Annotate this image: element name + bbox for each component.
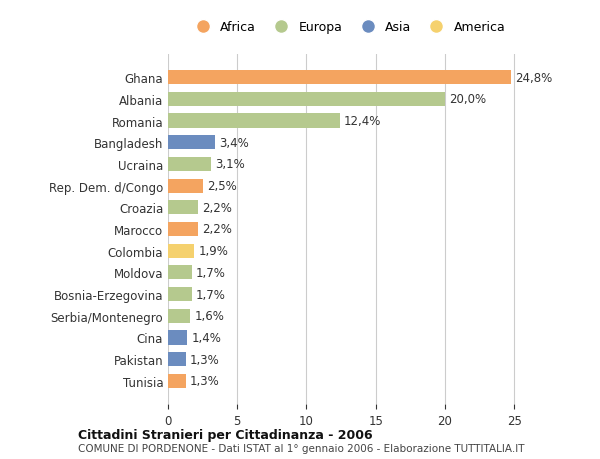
Bar bbox=[168, 179, 203, 193]
Bar bbox=[168, 330, 187, 345]
Text: 12,4%: 12,4% bbox=[344, 115, 381, 128]
Bar bbox=[168, 374, 186, 388]
Legend: Africa, Europa, Asia, America: Africa, Europa, Asia, America bbox=[185, 16, 511, 39]
Text: 2,2%: 2,2% bbox=[203, 223, 232, 236]
Text: 2,5%: 2,5% bbox=[207, 180, 236, 193]
Text: 1,7%: 1,7% bbox=[196, 266, 226, 279]
Text: 1,9%: 1,9% bbox=[199, 245, 229, 257]
Text: 1,6%: 1,6% bbox=[194, 310, 224, 323]
Bar bbox=[168, 201, 199, 215]
Text: 1,7%: 1,7% bbox=[196, 288, 226, 301]
Bar bbox=[168, 157, 211, 172]
Bar bbox=[168, 114, 340, 129]
Text: 1,4%: 1,4% bbox=[191, 331, 221, 344]
Bar bbox=[168, 309, 190, 323]
Text: Cittadini Stranieri per Cittadinanza - 2006: Cittadini Stranieri per Cittadinanza - 2… bbox=[78, 428, 373, 442]
Bar bbox=[168, 223, 199, 236]
Bar bbox=[168, 266, 191, 280]
Bar bbox=[168, 136, 215, 150]
Bar bbox=[168, 244, 194, 258]
Text: COMUNE DI PORDENONE - Dati ISTAT al 1° gennaio 2006 - Elaborazione TUTTITALIA.IT: COMUNE DI PORDENONE - Dati ISTAT al 1° g… bbox=[78, 443, 524, 453]
Text: 3,4%: 3,4% bbox=[219, 136, 249, 149]
Bar bbox=[168, 287, 191, 302]
Text: 1,3%: 1,3% bbox=[190, 353, 220, 366]
Bar bbox=[168, 71, 511, 85]
Text: 1,3%: 1,3% bbox=[190, 375, 220, 387]
Text: 20,0%: 20,0% bbox=[449, 93, 486, 106]
Bar bbox=[168, 353, 186, 366]
Text: 3,1%: 3,1% bbox=[215, 158, 245, 171]
Text: 24,8%: 24,8% bbox=[515, 72, 553, 84]
Bar bbox=[168, 93, 445, 106]
Text: 2,2%: 2,2% bbox=[203, 202, 232, 214]
